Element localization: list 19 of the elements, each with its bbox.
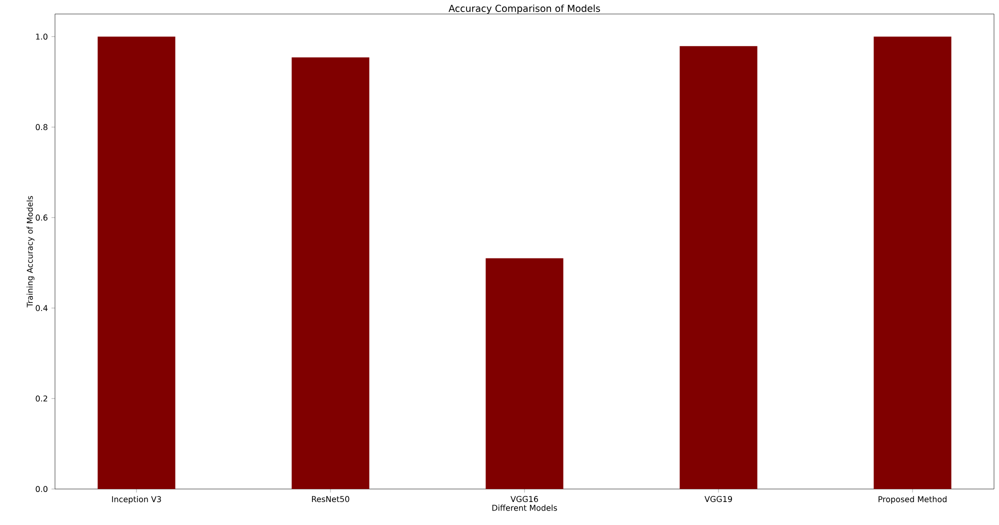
bar [874,36,952,489]
y-tick-label: 0.0 [36,486,48,492]
x-tick-label: Proposed Method [878,496,946,504]
y-tick-label: 1.0 [36,34,48,40]
x-tick-label: ResNet50 [312,496,350,502]
bar [680,46,758,489]
y-tick-label: 0.4 [36,305,48,312]
y-tick-label: 0.2 [36,395,48,402]
x-tick-label: Inception V3 [112,496,161,504]
x-axis-title: Different Models [492,504,558,511]
chart-title: Accuracy Comparison of Models [448,4,600,14]
bar [292,57,370,489]
y-tick-label: 0.8 [36,124,48,130]
bar [98,36,176,489]
x-tick-label: VGG19 [704,496,732,502]
y-tick-label: 0.6 [36,214,48,221]
x-tick-label: VGG16 [510,496,538,502]
bar [486,258,564,489]
y-axis-title: Training Accuracy of Models [26,196,34,308]
